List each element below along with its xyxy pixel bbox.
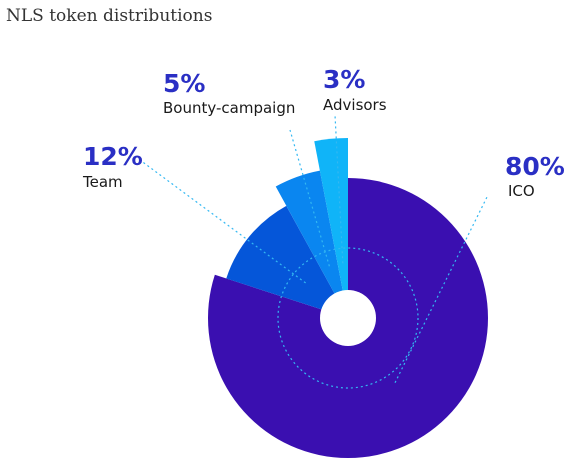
leader-lines <box>139 114 489 383</box>
pie-slice-team <box>226 205 348 318</box>
slice-name-label-advisors: Advisors <box>323 96 387 114</box>
inner-dotted-ring <box>277 247 419 389</box>
leader-line-team <box>139 159 306 284</box>
slice-value-label-advisors: 3% <box>323 65 365 94</box>
chart-title: NLS token distributions <box>6 6 213 26</box>
slice-value-label-ico: 80% <box>505 152 565 181</box>
leader-line-bounty-campaign <box>289 129 330 267</box>
slice-name-label-team: Team <box>82 173 123 191</box>
donut-hole <box>320 290 376 346</box>
pie-slice-bounty-campaign <box>275 170 348 318</box>
slice-value-label-bounty-campaign: 5% <box>163 69 205 98</box>
slice-name-label-bounty-campaign: Bounty-campaign <box>163 99 295 117</box>
slice-name-label-ico: ICO <box>508 182 535 200</box>
slice-value-label-team: 12% <box>83 142 143 171</box>
pie-slice-advisors <box>314 138 348 318</box>
